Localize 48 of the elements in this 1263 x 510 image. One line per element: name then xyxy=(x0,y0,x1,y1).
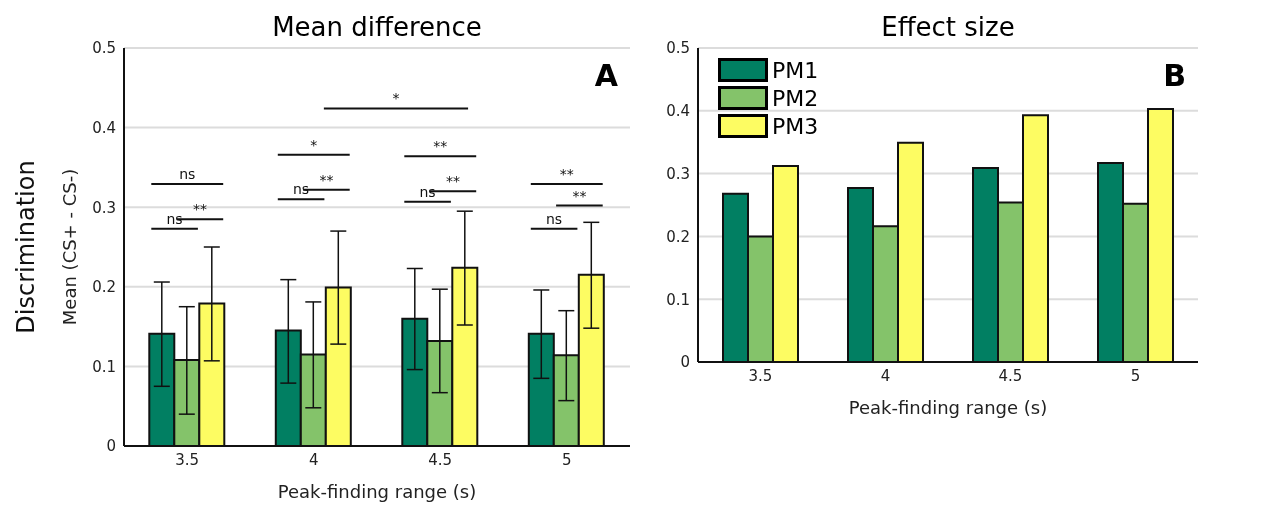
x-tick-label: 4 xyxy=(308,450,319,469)
annotation: * xyxy=(310,136,318,153)
y-axis-title: Mean (CS+ - CS-) xyxy=(59,168,81,326)
x-tick-label: 3.5 xyxy=(748,366,773,385)
annotation: ** xyxy=(445,173,460,190)
annotation: ns xyxy=(166,210,183,227)
annotation: A xyxy=(594,58,618,93)
y-tick-label: 0.5 xyxy=(666,39,690,58)
x-tick-label: 4.5 xyxy=(428,450,453,469)
x-tick-label: 4 xyxy=(880,366,891,385)
significance-bracket: ns xyxy=(150,166,225,186)
x-axis-title: Peak-finding range (s) xyxy=(277,481,477,502)
y-tick-label: 0.1 xyxy=(92,357,116,376)
annotation: ** xyxy=(559,166,574,183)
significance-bracket: * xyxy=(322,90,470,110)
x-axis-title: Peak-finding range (s) xyxy=(848,397,1048,418)
legend-label: PM3 xyxy=(772,113,819,139)
x-tick-label: 3.5 xyxy=(175,450,200,469)
annotation: ** xyxy=(433,138,448,155)
legend-label: PM1 xyxy=(772,57,819,83)
annotation: B xyxy=(1163,58,1186,93)
text: Discrimination xyxy=(12,160,40,334)
y-tick-label: 0.5 xyxy=(92,39,116,58)
annotation: ns xyxy=(546,210,563,227)
significance-bracket: ** xyxy=(529,166,604,186)
x-tick-label: 5 xyxy=(561,450,572,469)
chart-title: Effect size xyxy=(880,12,1016,42)
x-tick-label: 4.5 xyxy=(998,366,1023,385)
y-tick-label: 0.4 xyxy=(666,102,690,121)
significance-bracket: ** xyxy=(403,138,478,158)
y-tick-label: 0 xyxy=(680,353,690,372)
significance-bracket: ns xyxy=(529,210,579,230)
y-tick-label: 0.3 xyxy=(666,164,690,183)
legend-label: PM2 xyxy=(772,85,819,111)
y-tick-label: 0 xyxy=(106,437,116,456)
y-tick-label: 0.3 xyxy=(92,198,116,217)
y-tick-label: 0.4 xyxy=(92,118,116,137)
y-tick-label: 0.2 xyxy=(666,227,690,246)
chart-title: Mean difference xyxy=(271,12,483,42)
annotation: ns xyxy=(179,166,196,183)
x-tick-label: 5 xyxy=(1130,366,1141,385)
y-tick-label: 0.2 xyxy=(92,278,116,297)
significance-bracket: * xyxy=(276,136,351,156)
significance-bracket: ** xyxy=(555,187,604,207)
y-tick-label: 0.1 xyxy=(666,290,690,309)
annotation: ** xyxy=(572,187,587,204)
annotation: * xyxy=(392,90,400,107)
annotation: ns xyxy=(293,181,310,198)
